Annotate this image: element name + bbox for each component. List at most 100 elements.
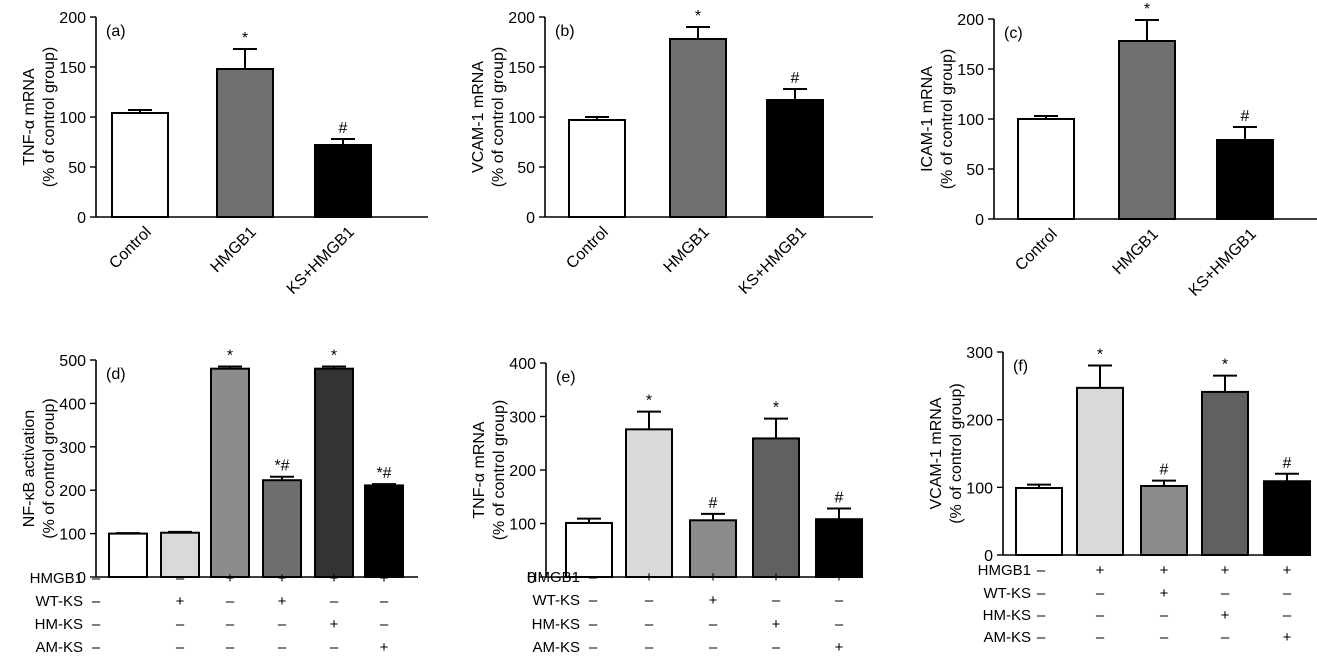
- bar: [210, 367, 250, 578]
- y-tick-label: 0: [526, 210, 535, 227]
- y-tick-label: 0: [527, 570, 536, 587]
- treatment-sign: –: [1037, 585, 1046, 602]
- treatment-sign: –: [330, 639, 339, 656]
- treatment-sign: –: [709, 616, 718, 633]
- treatment-sign: +: [330, 616, 339, 633]
- x-tick-label: Control: [563, 224, 611, 272]
- significance-marker: #: [709, 495, 718, 512]
- significance-marker: *: [331, 348, 337, 365]
- y-axis-label: VCAM-1 mRNA: [470, 61, 487, 173]
- treatment-sign: +: [1283, 629, 1292, 646]
- treatment-sign: +: [709, 569, 718, 586]
- treatment-sign: –: [226, 616, 235, 633]
- treatment-sign: +: [1221, 607, 1230, 624]
- y-axis-label: (% of control group): [41, 398, 58, 539]
- treatment-sign: –: [1096, 607, 1105, 624]
- bar: [111, 112, 169, 218]
- x-tick-label: HMGB1: [208, 224, 260, 276]
- bar: [1201, 390, 1249, 556]
- y-tick-label: 200: [957, 12, 984, 29]
- bar: [1263, 480, 1311, 557]
- y-tick-label: 300: [966, 345, 993, 362]
- bar: [108, 532, 148, 578]
- panel-label: (b): [555, 23, 575, 40]
- bar: [262, 479, 302, 578]
- treatment-sign: –: [380, 616, 389, 633]
- treatment-row-label: HMGB1: [30, 570, 83, 587]
- chart-panel-a: 0 50 100 150 200 TNF-α mRNA (% of control grou…: [21, 10, 428, 298]
- treatment-sign: –: [226, 639, 235, 656]
- panel-label: (e): [556, 369, 576, 386]
- treatment-sign: –: [1096, 585, 1105, 602]
- significance-marker: #: [1283, 455, 1292, 472]
- bar: [568, 119, 626, 218]
- y-tick-label: 100: [59, 110, 86, 127]
- treatment-sign: –: [1160, 607, 1169, 624]
- bar: [1017, 118, 1075, 220]
- significance-marker: *: [695, 8, 701, 25]
- y-axis-label: ICAM-1 mRNA: [919, 66, 936, 172]
- treatment-sign: –: [589, 616, 598, 633]
- treatment-row-label: WT-KS: [984, 585, 1032, 602]
- bar: [1216, 139, 1274, 220]
- significance-marker: *#: [274, 458, 289, 475]
- y-tick-label: 400: [509, 356, 536, 373]
- significance-marker: *#: [376, 465, 391, 482]
- y-tick-label: 50: [68, 160, 86, 177]
- y-tick-label: 100: [508, 110, 535, 127]
- significance-marker: *: [1222, 357, 1228, 374]
- y-tick-label: 200: [59, 10, 86, 27]
- treatment-row-label: AM-KS: [532, 639, 580, 656]
- y-tick-label: 0: [975, 212, 984, 229]
- x-tick-label: HMGB1: [1110, 226, 1162, 278]
- y-axis-label: (% of control group): [491, 400, 508, 541]
- treatment-row-label: HM-KS: [983, 607, 1031, 624]
- panel-label: (d): [106, 366, 126, 383]
- y-axis-label: TNF-α mRNA: [471, 421, 488, 519]
- bar: [766, 99, 824, 218]
- treatment-sign: +: [1221, 562, 1230, 579]
- treatment-sign: –: [278, 616, 287, 633]
- y-tick-label: 0: [984, 548, 993, 565]
- treatment-sign: +: [645, 569, 654, 586]
- significance-marker: *: [242, 30, 248, 47]
- bar: [1015, 487, 1063, 557]
- treatment-sign: +: [709, 592, 718, 609]
- y-tick-label: 50: [966, 162, 984, 179]
- bar: [364, 484, 404, 578]
- treatment-sign: –: [645, 616, 654, 633]
- y-tick-label: 100: [957, 112, 984, 129]
- x-tick-label: HMGB1: [661, 224, 713, 276]
- bar: [565, 521, 613, 579]
- treatment-sign: –: [380, 593, 389, 610]
- significance-marker: #: [339, 120, 348, 137]
- y-tick-label: 300: [59, 440, 86, 457]
- treatment-sign: –: [645, 639, 654, 656]
- y-tick-label: 100: [509, 517, 536, 534]
- treatment-sign: –: [176, 639, 185, 656]
- treatment-sign: +: [1160, 585, 1169, 602]
- treatment-row-label: AM-KS: [983, 629, 1031, 646]
- y-tick-label: 50: [517, 160, 535, 177]
- significance-marker: #: [1241, 108, 1250, 125]
- treatment-sign: +: [330, 570, 339, 587]
- treatment-row-label: HMGB1: [978, 562, 1031, 579]
- panel-label: (f): [1013, 358, 1028, 375]
- treatment-sign: –: [92, 570, 101, 587]
- y-axis-label: TNF-α mRNA: [21, 68, 38, 166]
- treatment-sign: –: [709, 639, 718, 656]
- significance-marker: #: [791, 70, 800, 87]
- treatment-sign: +: [835, 569, 844, 586]
- significance-marker: *: [646, 393, 652, 410]
- treatment-sign: –: [278, 639, 287, 656]
- x-tick-label: Control: [106, 224, 154, 272]
- treatment-sign: –: [589, 569, 598, 586]
- treatment-sign: –: [772, 592, 781, 609]
- treatment-sign: +: [278, 593, 287, 610]
- treatment-row-label: HM-KS: [35, 616, 83, 633]
- bar: [1140, 484, 1188, 557]
- treatment-sign: –: [226, 593, 235, 610]
- y-tick-label: 500: [59, 353, 86, 370]
- y-tick-label: 100: [59, 527, 86, 544]
- treatment-row-label: WT-KS: [533, 592, 581, 609]
